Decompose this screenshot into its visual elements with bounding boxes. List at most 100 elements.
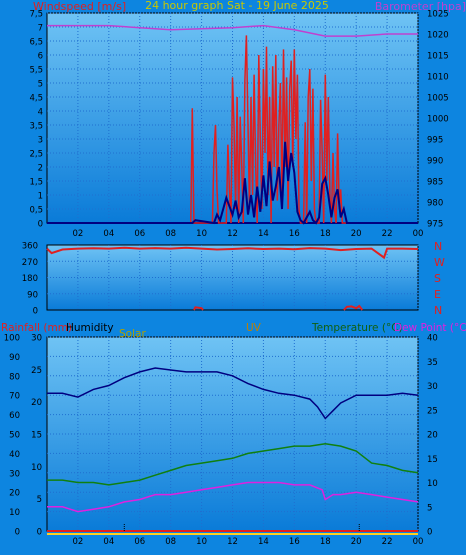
windspeed-tick: 1 [38, 192, 43, 202]
barometer-axis-label: Barometer [hpa] [375, 0, 466, 13]
temperature-tick: 25 [427, 406, 438, 416]
wind-direction-low [343, 304, 364, 311]
windspeed-tick: 2,5 [29, 150, 43, 160]
temperature-tick: 15 [427, 455, 438, 465]
humidity-tick: 20 [9, 489, 20, 499]
windspeed-tick: 2 [38, 164, 43, 174]
hour-tick: 04 [103, 537, 114, 547]
direction-tick: 360 [22, 242, 38, 252]
barometer-tick: 1020 [427, 31, 449, 41]
rain-tick: 0 [37, 528, 42, 538]
barometer-tick: 1005 [427, 94, 449, 104]
windspeed-tick: 6,5 [29, 38, 43, 48]
humidity-tick: 0 [15, 528, 20, 538]
tick-labels: 0 0,5 1 1,5 2 2,5 3 3,5 4 4,5 5 5,5 6 6,5 7 7,5 975 980 98… [4, 10, 449, 548]
rain-tick: 5 [37, 495, 42, 505]
temperature-tick: 0 [427, 528, 432, 538]
legend-uv: UV [246, 322, 262, 334]
chart-title: 24 hour graph Sat - 19 June 2025 [145, 0, 329, 12]
hour-tick: 08 [165, 537, 176, 547]
direction-tick: 270 [22, 258, 38, 268]
humidity-tick: 30 [9, 469, 20, 479]
hour-tick: 10 [196, 537, 207, 547]
temperature-tick: 35 [427, 358, 438, 368]
wind-direction-low [193, 306, 204, 311]
windspeed-tick: 0,5 [29, 206, 43, 216]
temperature-tick: 40 [427, 334, 438, 344]
hour-tick: 12 [227, 229, 238, 239]
direction-tick: 0 [33, 307, 38, 317]
temperature-tick: 30 [427, 382, 438, 392]
rain-tick: 30 [31, 334, 42, 344]
temperature-tick: 20 [427, 431, 438, 441]
humidity-tick: 90 [9, 353, 20, 363]
hour-tick: 18 [320, 537, 331, 547]
temperature-tick: 5 [427, 503, 432, 513]
hour-tick: 02 [73, 229, 84, 239]
rain-tick: 10 [31, 463, 42, 473]
barometer-tick: 980 [427, 199, 443, 209]
windspeed-tick: 4 [38, 108, 43, 118]
hour-tick: 18 [320, 229, 331, 239]
barometer-tick: 1000 [427, 115, 449, 125]
legend-dewpoint: Dew Point (°C) [394, 322, 466, 334]
wind-direction-line [46, 246, 419, 260]
barometer-tick: 1015 [427, 52, 449, 62]
wind-avg-line [47, 141, 418, 225]
hour-tick: 04 [103, 229, 114, 239]
humidity-tick: 50 [9, 431, 20, 441]
hour-tick: 10 [196, 229, 207, 239]
humidity-tick: 60 [9, 411, 20, 421]
rain-tick: 20 [31, 398, 42, 408]
legend-solar: Solar [119, 328, 146, 340]
hour-tick: 20 [351, 229, 362, 239]
windspeed-tick: 5,5 [29, 66, 43, 76]
humidity-tick: 80 [9, 372, 20, 382]
hour-tick: 20 [351, 537, 362, 547]
windspeed-tick: 7,5 [29, 10, 43, 20]
windspeed-tick: 1,5 [29, 178, 43, 188]
dewpoint-line [47, 481, 419, 513]
barometer-tick: 990 [427, 157, 443, 167]
legend-rainfall: Rainfall (mm) [1, 322, 72, 334]
rain-tick: 15 [31, 431, 42, 441]
windspeed-tick: 4,5 [29, 94, 43, 104]
barometer-tick: 1025 [427, 10, 449, 20]
hour-tick: 22 [382, 229, 393, 239]
data-series [46, 24, 419, 535]
compass-label: E [434, 288, 441, 301]
hour-tick: 14 [258, 229, 269, 239]
windspeed-line [47, 35, 418, 224]
humidity-tick: 40 [9, 450, 20, 460]
rain-tick: 25 [31, 366, 42, 376]
compass-label: N [434, 240, 442, 253]
humidity-tick: 100 [4, 334, 20, 344]
humidity-tick: 10 [9, 508, 20, 518]
compass-label: N [434, 304, 442, 317]
legend-humidity: Humidity [66, 322, 114, 334]
hour-tick: 00 [413, 537, 424, 547]
humidity-line [47, 367, 419, 420]
direction-tick: 90 [27, 290, 38, 300]
humidity-tick: 70 [9, 392, 20, 402]
temperature-tick: 10 [427, 479, 438, 489]
windspeed-tick: 3 [38, 136, 43, 146]
barometer-line [47, 24, 418, 37]
compass-label: W [434, 256, 445, 269]
hour-tick: 02 [73, 537, 84, 547]
barometer-tick: 1010 [427, 73, 449, 83]
hour-tick: 16 [289, 537, 300, 547]
windspeed-tick: 7 [38, 24, 43, 34]
hour-tick: 06 [134, 229, 145, 239]
legend-temperature: Temperature (°C) [311, 322, 403, 334]
hour-tick: 22 [382, 537, 393, 547]
windspeed-tick: 6 [38, 52, 43, 62]
windspeed-tick: 0 [38, 220, 43, 230]
hour-tick: 12 [227, 537, 238, 547]
hour-tick: 00 [413, 229, 424, 239]
barometer-tick: 985 [427, 178, 443, 188]
temperature-line [47, 442, 419, 486]
hour-tick: 06 [134, 537, 145, 547]
barometer-tick: 975 [427, 220, 443, 230]
